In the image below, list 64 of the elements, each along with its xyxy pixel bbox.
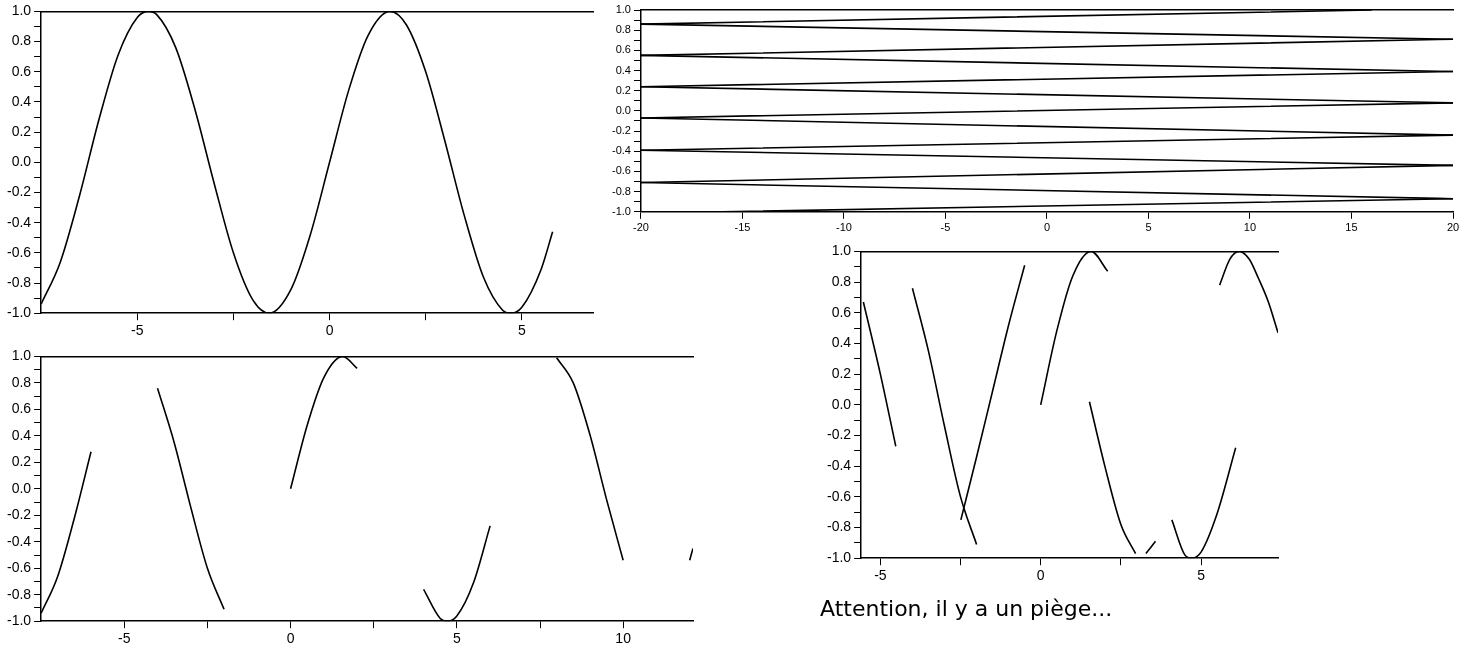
y-tick-label: 0.0 — [831, 395, 852, 412]
x-tick-label: -20 — [633, 221, 649, 234]
y-tick-label: 0.0 — [615, 103, 631, 116]
y-tick-label: 0.6 — [11, 400, 32, 417]
y-tick-label: -1.0 — [7, 304, 32, 321]
y-tick-label: -0.4 — [827, 457, 852, 474]
y-tick-label: 0.4 — [831, 334, 852, 351]
x-tick-label: -10 — [836, 221, 852, 234]
y-tick-label: -1.0 — [827, 549, 852, 566]
y-tick-label: 0.8 — [11, 373, 32, 390]
y-tick-label: 0.4 — [11, 92, 32, 109]
y-tick-label: 0.6 — [615, 43, 631, 56]
x-tick-label: 0 — [325, 322, 334, 339]
x-tick-label: 0 — [1036, 567, 1045, 584]
y-tick-label: 0.4 — [11, 426, 32, 443]
y-tick-label: -0.4 — [7, 213, 32, 230]
x-tick-label: 10 — [1243, 221, 1257, 234]
y-tick-label: 0.8 — [11, 32, 32, 49]
y-tick-label: 1.0 — [11, 347, 32, 364]
y-tick-label: -0.2 — [7, 506, 32, 523]
x-tick-label: 5 — [1145, 221, 1152, 234]
y-tick-label: 0.2 — [615, 83, 631, 96]
x-tick-label: 20 — [1446, 221, 1460, 234]
y-tick-label: -1.0 — [611, 204, 631, 217]
y-tick-label: 0.6 — [11, 62, 32, 79]
y-tick-label: 1.0 — [831, 242, 852, 259]
y-tick-label: 1.0 — [615, 3, 631, 16]
x-tick-label: -5 — [131, 322, 144, 339]
y-tick-label: -0.4 — [7, 532, 32, 549]
x-tick-label: 10 — [615, 630, 632, 647]
x-tick-label: -15 — [734, 221, 751, 234]
y-tick-label: -0.8 — [7, 273, 32, 290]
y-tick-label: -0.6 — [7, 559, 32, 576]
y-tick-label: 0.6 — [831, 303, 852, 320]
y-tick-label: 0.2 — [831, 364, 852, 381]
x-tick-label: 0 — [286, 630, 295, 647]
x-tick-label: 15 — [1345, 221, 1358, 234]
y-tick-label: 0.4 — [615, 63, 631, 76]
y-tick-label: 0.0 — [11, 479, 32, 496]
y-tick-label: -0.8 — [611, 184, 631, 197]
y-tick-label: -0.6 — [7, 243, 32, 260]
x-tick-label: -5 — [874, 567, 887, 584]
y-tick-label: 0.8 — [615, 23, 631, 36]
x-tick-label: 5 — [1197, 567, 1206, 584]
y-tick-label: -0.2 — [611, 124, 631, 137]
text: Attention, il y a un piège... — [820, 596, 1114, 621]
y-tick-label: -0.4 — [611, 144, 631, 157]
x-tick-label: 5 — [452, 630, 461, 647]
y-tick-label: -0.2 — [7, 183, 32, 200]
y-tick-label: 0.2 — [11, 122, 32, 139]
y-tick-label: 0.8 — [831, 272, 852, 289]
y-tick-label: 0.0 — [11, 153, 32, 170]
y-tick-label: -0.8 — [827, 518, 852, 535]
y-tick-label: -0.2 — [827, 426, 852, 443]
y-tick-label: -0.6 — [611, 164, 631, 177]
y-tick-label: -0.6 — [827, 487, 852, 504]
y-tick-label: -1.0 — [7, 612, 32, 629]
y-tick-label: 0.2 — [11, 453, 32, 470]
x-tick-label: 5 — [517, 322, 526, 339]
x-tick-label: 0 — [1043, 221, 1051, 234]
y-tick-label: 1.0 — [11, 2, 32, 19]
x-tick-label: -5 — [940, 221, 951, 234]
y-tick-label: -0.8 — [7, 585, 32, 602]
x-tick-label: -5 — [118, 630, 131, 647]
